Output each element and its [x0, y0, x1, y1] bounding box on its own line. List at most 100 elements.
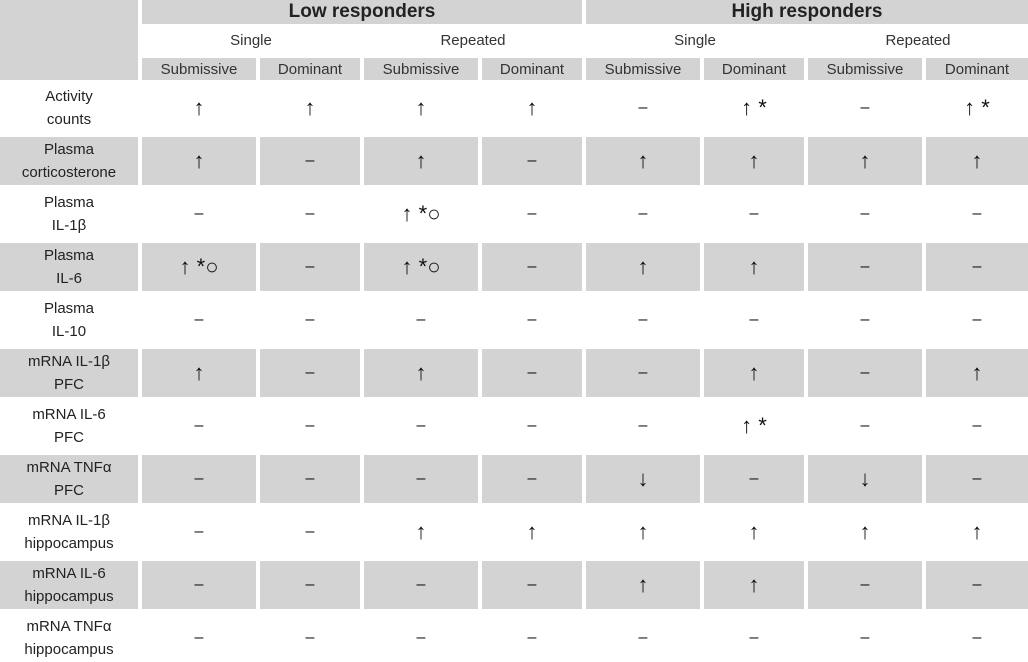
row-label: mRNA IL-1β hippocampus	[0, 508, 138, 556]
result-cell: ↑	[926, 349, 1028, 397]
result-cell: ↑	[142, 137, 256, 185]
group-header: Low responders	[142, 0, 582, 24]
result-cell: –	[638, 311, 648, 328]
result-cell: ↑	[704, 349, 804, 397]
condition-header: Single	[230, 31, 272, 49]
result-cell: ↑ *	[741, 413, 767, 438]
row-label: Plasma IL-1β	[0, 190, 138, 238]
row-label-line: hippocampus	[24, 588, 114, 605]
row-label-line: IL-10	[51, 323, 87, 340]
result-cell: –	[364, 561, 478, 609]
role-header: Dominant	[482, 58, 582, 80]
result-cell: ↑	[704, 561, 804, 609]
row-label-line: PFC	[54, 376, 84, 393]
role-header: Dominant	[704, 58, 804, 80]
result-cell: –	[860, 417, 870, 434]
result-cell: –	[364, 455, 478, 503]
result-cell: ↑	[586, 561, 700, 609]
result-cell: –	[194, 523, 204, 540]
result-cell: –	[194, 205, 204, 222]
result-cell: ↑	[415, 95, 427, 120]
result-cell: ↑	[415, 519, 427, 544]
result-cell: –	[972, 417, 982, 434]
result-cell: –	[749, 311, 759, 328]
result-cell: ↑	[304, 95, 316, 120]
result-cell: ↑ *	[741, 95, 767, 120]
result-cell: –	[482, 561, 582, 609]
row-label-line: hippocampus	[24, 535, 114, 552]
row-label-line: counts	[46, 111, 92, 128]
result-cell: ↑ *○	[401, 201, 441, 226]
result-cell: –	[416, 417, 426, 434]
result-cell: –	[860, 629, 870, 646]
header-corner	[0, 0, 138, 80]
result-cell: –	[638, 629, 648, 646]
result-cell: –	[305, 417, 315, 434]
result-cell: ↑	[364, 137, 478, 185]
result-cell: –	[972, 205, 982, 222]
row-label: Activity counts	[0, 84, 138, 132]
result-cell: ↑	[586, 137, 700, 185]
result-cell: –	[860, 99, 870, 116]
result-cell: –	[860, 205, 870, 222]
role-header: Submissive	[586, 58, 700, 80]
condition-header: Single	[674, 31, 716, 49]
row-label-line: Plasma	[43, 194, 95, 211]
result-cell: ↑	[859, 519, 871, 544]
result-cell: ↑ *○	[364, 243, 478, 291]
row-label: Plasma IL-6	[0, 243, 138, 291]
result-cell: ↑	[526, 519, 538, 544]
result-cell: –	[926, 243, 1028, 291]
result-cell: ↑	[526, 95, 538, 120]
row-label-line: Plasma	[43, 141, 95, 158]
role-header: Dominant	[926, 58, 1028, 80]
result-cell: –	[194, 417, 204, 434]
result-cell: ↑	[637, 519, 649, 544]
result-cell: ↑	[704, 243, 804, 291]
row-label: mRNA TNFα hippocampus	[0, 614, 138, 662]
result-cell: –	[482, 455, 582, 503]
result-cell: ↑	[193, 95, 205, 120]
row-label: mRNA IL-6 hippocampus	[0, 561, 138, 609]
role-header: Submissive	[142, 58, 256, 80]
result-cell: ↓	[586, 455, 700, 503]
result-cell: –	[305, 629, 315, 646]
row-label: Plasma IL-10	[0, 296, 138, 344]
result-cell: –	[972, 311, 982, 328]
role-header: Dominant	[260, 58, 360, 80]
result-cell: –	[586, 349, 700, 397]
result-cell: –	[416, 311, 426, 328]
role-header: Submissive	[808, 58, 922, 80]
result-cell: –	[527, 311, 537, 328]
row-label-line: IL-6	[56, 270, 82, 287]
result-cell: –	[527, 629, 537, 646]
row-label: Plasma corticosterone	[0, 137, 138, 185]
condition-header: Repeated	[440, 31, 506, 49]
row-label-line: Plasma	[43, 300, 95, 317]
result-cell: ↑	[748, 519, 760, 544]
result-cell: ↑ *	[964, 95, 990, 120]
result-cell: –	[194, 311, 204, 328]
result-cell: –	[749, 629, 759, 646]
result-cell: –	[142, 455, 256, 503]
result-cell: ↑	[364, 349, 478, 397]
row-label-line: corticosterone	[21, 164, 117, 181]
row-label: mRNA IL-1β PFC	[0, 349, 138, 397]
result-cell: –	[972, 629, 982, 646]
result-cell: –	[260, 455, 360, 503]
result-cell: ↑ *○	[142, 243, 256, 291]
row-label-line: mRNA IL-6	[32, 406, 106, 423]
result-cell: ↑	[926, 137, 1028, 185]
result-cell: –	[860, 311, 870, 328]
result-cell: ↑	[142, 349, 256, 397]
result-cell: –	[305, 311, 315, 328]
result-cell: –	[142, 561, 256, 609]
row-label-line: mRNA IL-1β	[28, 353, 110, 370]
result-cell: –	[638, 205, 648, 222]
result-cell: –	[305, 523, 315, 540]
result-cell: –	[260, 561, 360, 609]
result-cell: –	[704, 455, 804, 503]
result-cell: –	[194, 629, 204, 646]
row-label-line: mRNA TNFα	[26, 618, 112, 635]
result-cell: –	[260, 243, 360, 291]
